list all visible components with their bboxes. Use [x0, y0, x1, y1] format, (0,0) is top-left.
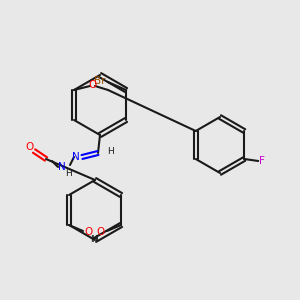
Text: Br: Br [94, 76, 106, 86]
Text: N: N [58, 162, 66, 172]
Text: O: O [97, 227, 105, 237]
Text: N: N [72, 152, 80, 162]
Text: O: O [84, 227, 92, 237]
Text: H: H [90, 235, 96, 244]
Text: H: H [106, 146, 113, 155]
Text: O: O [26, 142, 34, 152]
Text: O: O [88, 80, 96, 90]
Text: H: H [92, 235, 98, 244]
Text: H: H [64, 169, 71, 178]
Text: F: F [259, 156, 265, 166]
